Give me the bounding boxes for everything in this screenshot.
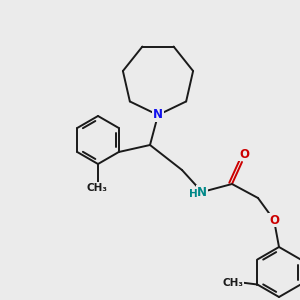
Text: H: H — [189, 189, 197, 199]
Text: CH₃: CH₃ — [223, 278, 244, 287]
Text: N: N — [153, 109, 163, 122]
Text: CH₃: CH₃ — [86, 183, 107, 193]
Text: O: O — [239, 148, 249, 160]
Text: O: O — [269, 214, 279, 226]
Text: N: N — [197, 185, 207, 199]
